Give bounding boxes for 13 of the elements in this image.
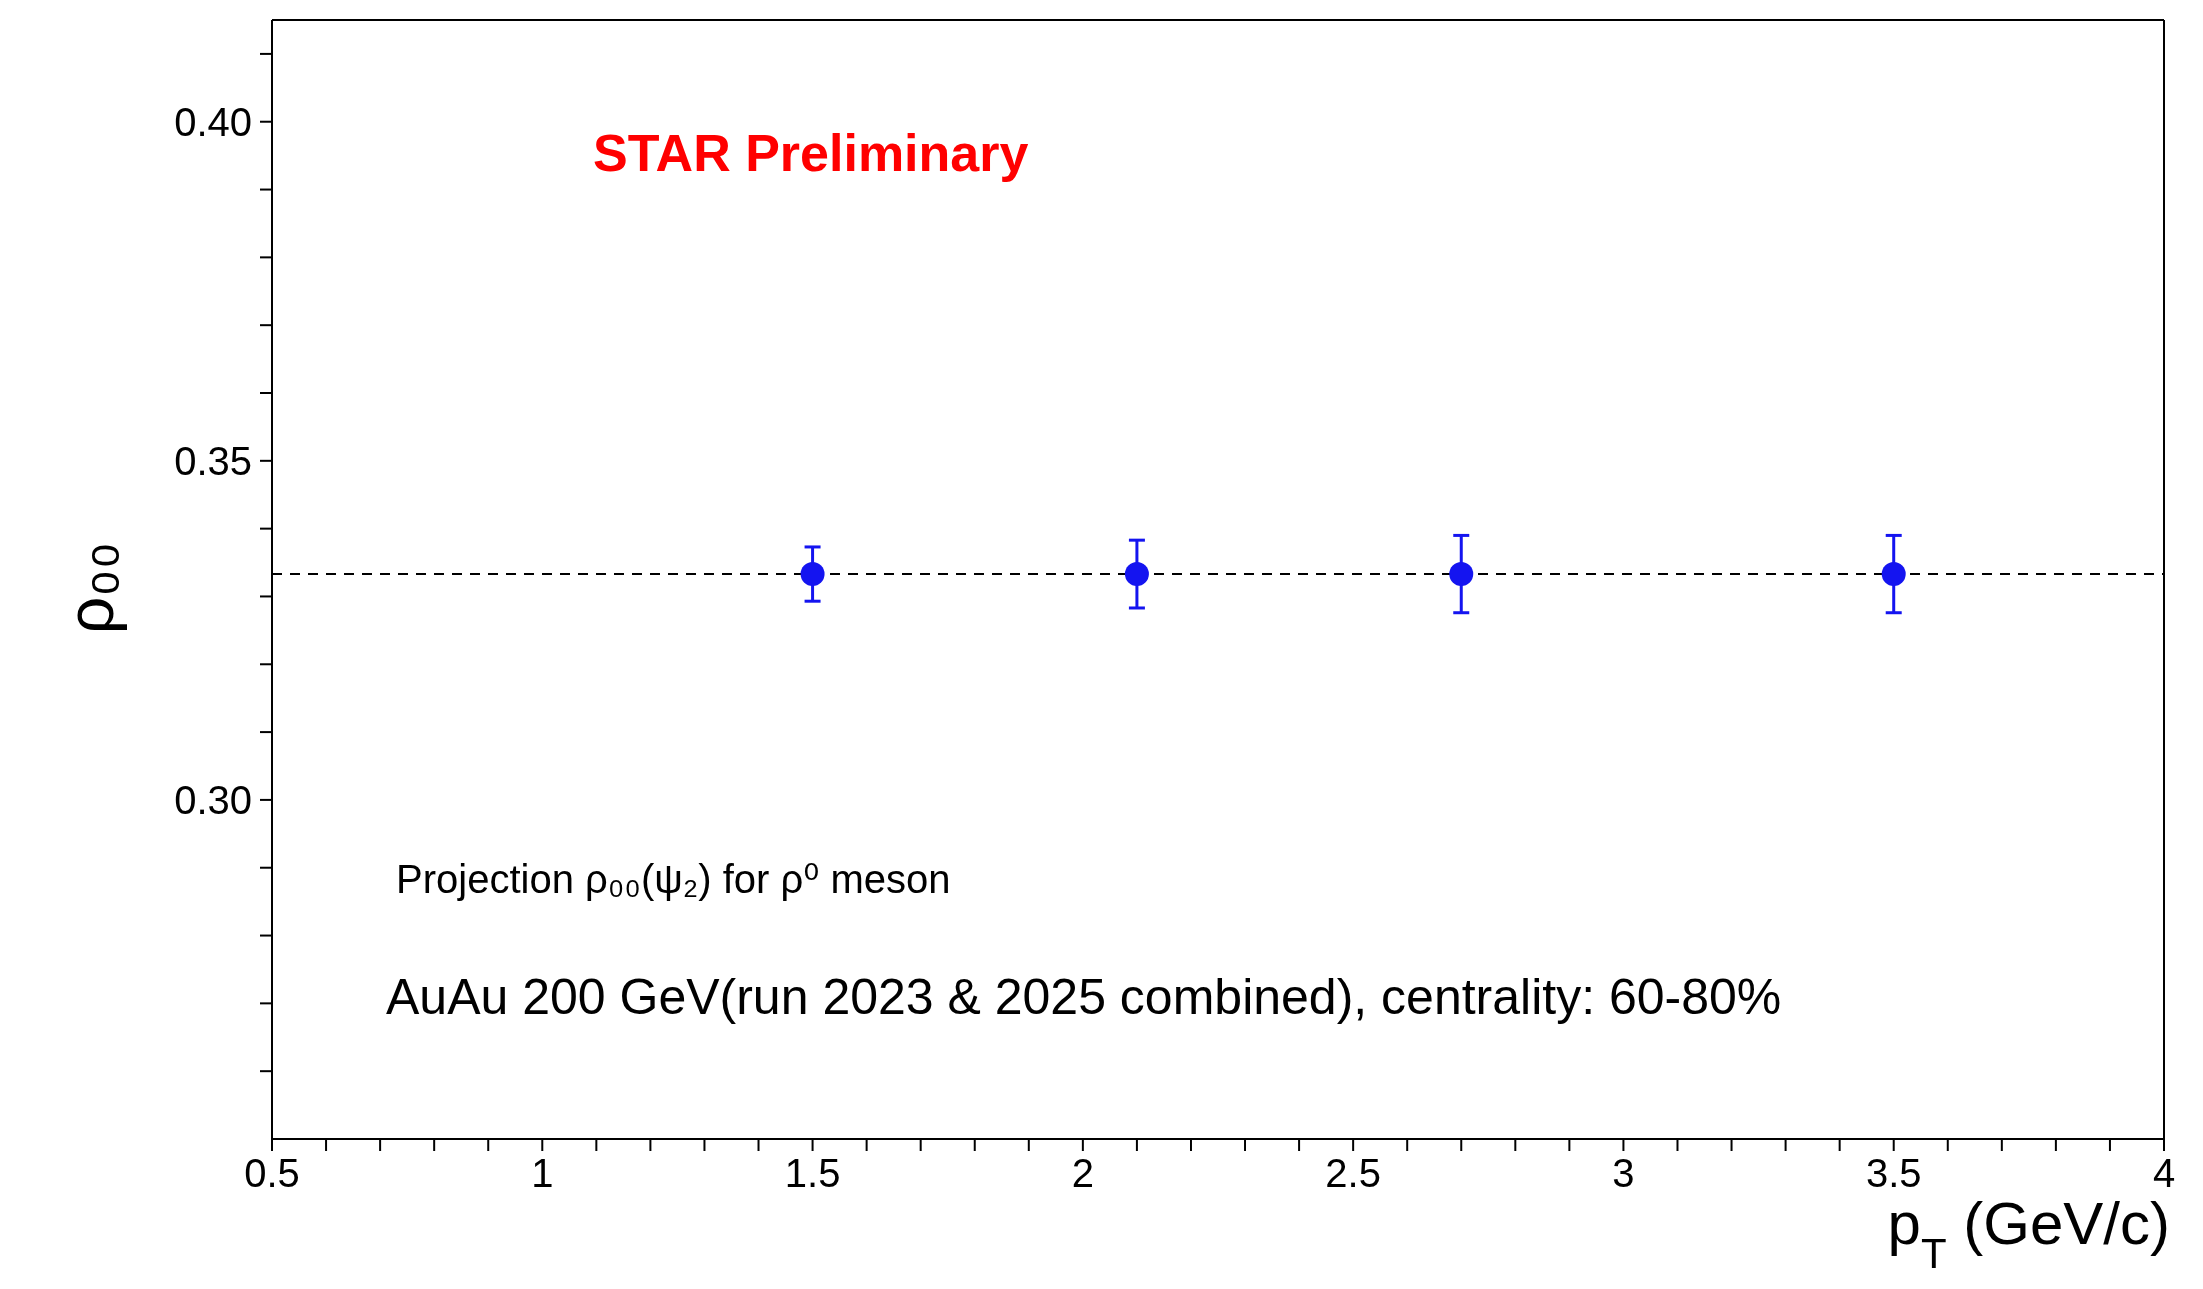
x-tick-label: 0.5 [244, 1151, 300, 1195]
y-tick-label: 0.40 [174, 99, 252, 144]
x-tick-label: 1 [531, 1151, 554, 1195]
x-tick-label: 2 [1071, 1151, 1094, 1195]
x-tick-label: 3 [1612, 1151, 1635, 1195]
y-tick-label: 0.35 [174, 438, 252, 483]
annotation: STAR Preliminary [593, 123, 1029, 183]
y-tick-label: 0.30 [174, 777, 252, 822]
annotation: Projection ρ₀₀(ψ₂) for ρ⁰ meson [396, 856, 951, 902]
x-tick-label: 1.5 [784, 1151, 841, 1195]
annotation: AuAu 200 GeV(run 2023 & 2025 combined), centrality: 60-80% [386, 968, 1782, 1026]
x-tick-label: 2.5 [1325, 1151, 1381, 1195]
y-axis-title: ρ₀₀ [53, 541, 127, 635]
